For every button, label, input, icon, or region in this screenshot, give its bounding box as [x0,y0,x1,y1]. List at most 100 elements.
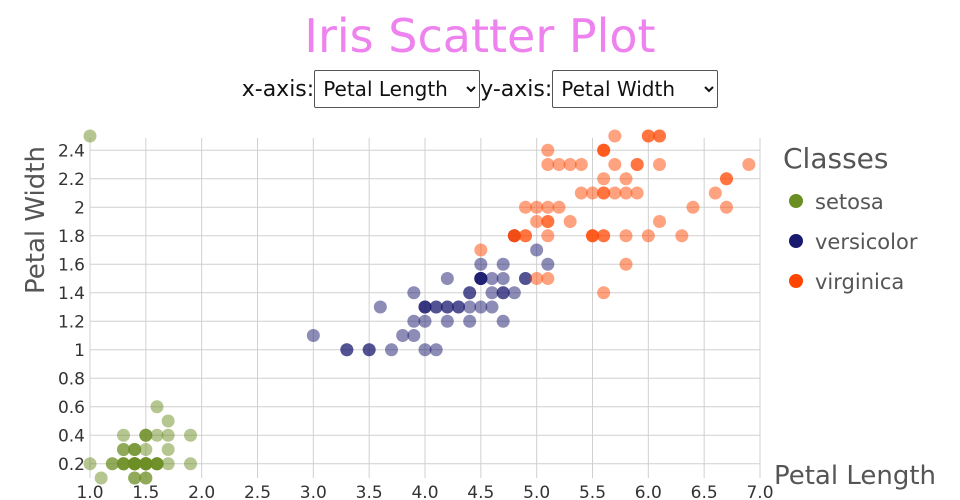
x-tick-label: 4.5 [467,483,494,500]
axis-controls: x-axis: Petal Length y-axis: Petal Width [0,70,960,108]
setosa-point [117,443,130,456]
setosa-point [139,428,153,442]
versicolor-point [362,343,376,357]
virginica-point [720,200,733,214]
virginica-point [552,200,566,214]
versicolor-point [373,300,387,314]
versicolor-point [452,300,465,314]
virginica-point [597,229,611,243]
setosa-point [117,428,130,442]
versicolor-point [396,329,410,342]
chart-title: Iris Scatter Plot [304,9,656,63]
y-axis-label: y-axis: [480,76,553,102]
virginica-point [507,229,521,243]
virginica-point [653,215,666,228]
x-tick-label: 4.0 [411,483,438,500]
x-tick-label: 1.0 [76,483,103,500]
virginica-point [574,186,588,200]
versicolor-point [463,300,477,314]
setosa-point [83,129,97,143]
x-tick-label: 7.0 [746,483,773,500]
setosa-point [139,457,153,471]
legend-marker-virginica [789,274,803,288]
setosa-point [139,471,153,485]
virginica-point [541,158,555,171]
setosa-point [161,457,175,471]
x-axis-label: x-axis: [241,76,315,102]
setosa-point [128,443,142,456]
virginica-point [563,215,577,228]
setosa-point [184,457,197,471]
y-tick-label: 1.8 [58,227,85,247]
virginica-point [608,129,622,143]
setosa-point [128,457,142,471]
y-tick-label: 1.6 [58,255,85,275]
y-tick-label: 0.2 [58,455,85,475]
setosa-point [161,428,175,442]
setosa-point [161,443,175,456]
versicolor-point [385,343,398,357]
setosa-point [94,471,108,485]
virginica-point [597,172,611,186]
versicolor-point [418,300,432,314]
virginica-point [563,158,577,171]
versicolor-point [541,257,555,271]
legend-label-virginica: virginica [815,270,904,294]
setosa-point [117,457,130,471]
virginica-point [541,143,555,157]
virginica-point [597,286,611,300]
legend-marker-setosa [789,194,803,208]
y-tick-label: 1 [74,341,85,361]
y-tick-label: 2 [74,198,85,218]
virginica-point [541,200,555,214]
virginica-point [586,229,599,243]
setosa-point [150,400,164,414]
virginica-point [574,158,588,171]
versicolor-point [474,272,488,285]
versicolor-point [407,314,421,328]
versicolor-point [485,300,499,314]
virginica-point [519,229,532,243]
x-axis-select[interactable]: Petal Length [314,70,481,108]
virginica-point [541,215,555,228]
legend-label-versicolor: versicolor [815,230,918,254]
legend-title: Classes [783,142,888,175]
versicolor-point [485,272,499,285]
virginica-point [619,186,633,200]
y-tick-label: 2.4 [58,141,85,161]
versicolor-point [474,300,488,314]
y-axis-select[interactable]: Petal Width [552,70,719,108]
virginica-point [653,129,666,143]
setosa-point [83,457,97,471]
versicolor-point [496,314,510,328]
x-tick-label: 5.0 [523,483,550,500]
virginica-point [720,172,733,186]
versicolor-point [474,257,488,271]
x-tick-label: 5.5 [579,483,606,500]
setosa-point [150,457,164,471]
x-tick-label: 3.0 [300,483,327,500]
x-tick-label: 2.5 [244,483,271,500]
virginica-point [530,200,544,214]
setosa-point [161,414,175,428]
y-tick-label: 1.4 [58,284,85,304]
virginica-point [541,272,555,285]
virginica-point [619,229,633,243]
versicolor-point [407,329,421,342]
virginica-point [653,158,666,171]
x-tick-label: 1.5 [132,483,159,500]
virginica-point [474,243,488,257]
y-tick-label: 0.4 [58,426,85,446]
virginica-point [552,158,566,171]
versicolor-point [463,314,477,328]
virginica-point [619,172,633,186]
x-tick-label: 6.0 [635,483,662,500]
x-tick-label: 2.0 [188,483,215,500]
versicolor-point [429,343,443,357]
versicolor-point [485,286,499,300]
virginica-point [630,186,644,200]
versicolor-point [519,272,532,285]
virginica-point [742,158,756,171]
setosa-point [105,457,119,471]
virginica-point [597,186,611,200]
